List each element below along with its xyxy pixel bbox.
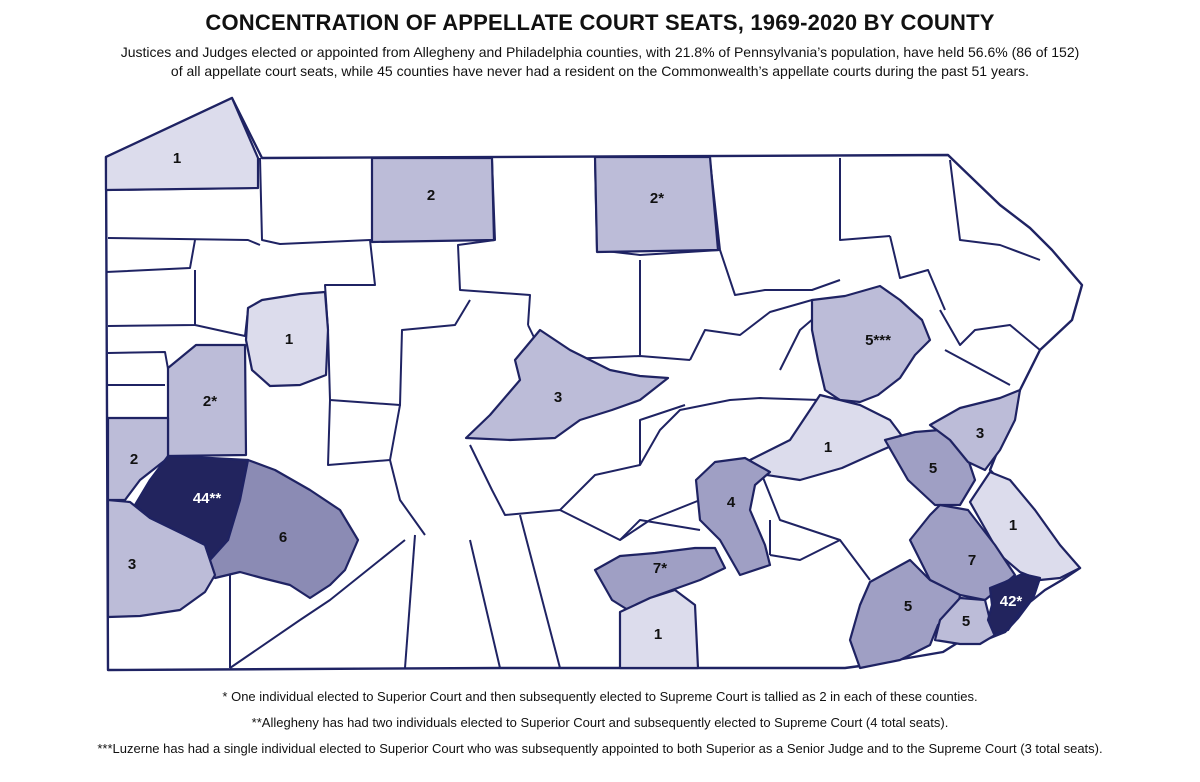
label-mckean: 2 <box>427 187 435 204</box>
label-erie: 1 <box>173 150 181 167</box>
label-northampton: 3 <box>976 425 984 442</box>
county-northampton <box>928 388 1022 472</box>
label-westmoreland: 6 <box>279 529 287 546</box>
county-delaware <box>933 596 997 646</box>
county-bucks <box>968 470 1082 582</box>
county-lackawanna <box>810 284 932 404</box>
label-schuylkill: 1 <box>824 439 832 456</box>
county-washington <box>106 498 217 619</box>
subtitle-line-2: of all appellate court seats, while 45 c… <box>170 63 1030 79</box>
county-chester <box>848 558 962 670</box>
label-montgomery: 7 <box>968 552 976 569</box>
label-chester: 5 <box>904 598 912 615</box>
label-lackawanna: 5*** <box>865 332 891 349</box>
label-centre: 3 <box>554 389 562 406</box>
county-tioga <box>593 155 720 254</box>
county-westmoreland <box>203 458 360 600</box>
label-allegheny: 44** <box>193 490 222 507</box>
footnote-single-asterisk: * One individual elected to Superior Cou… <box>222 689 978 704</box>
label-adams: 1 <box>654 626 662 643</box>
label-lawrence: 2* <box>203 393 217 410</box>
label-philadelphia: 42* <box>1000 593 1023 610</box>
label-venango: 1 <box>285 331 293 348</box>
label-bucks: 1 <box>1009 517 1017 534</box>
county-adams <box>618 588 700 670</box>
label-cumberland: 7* <box>653 560 667 577</box>
label-beaver: 2 <box>130 451 138 468</box>
footnote-double-asterisk: **Allegheny has had two individuals elec… <box>251 715 949 730</box>
label-washington: 3 <box>128 556 136 573</box>
label-tioga: 2* <box>650 190 664 207</box>
label-delaware: 5 <box>962 613 970 630</box>
county-lehigh <box>883 428 977 507</box>
label-lehigh: 5 <box>929 460 937 477</box>
label-dauphin: 4 <box>727 494 736 511</box>
county-centre <box>464 328 670 442</box>
subtitle-line-1: Justices and Judges elected or appointed… <box>120 44 1080 60</box>
footnote-triple-asterisk: ***Luzerne has had a single individual e… <box>97 741 1103 756</box>
county-dauphin <box>694 456 772 577</box>
county-erie <box>104 96 260 192</box>
county-mckean <box>370 156 496 244</box>
map-title: CONCENTRATION OF APPELLATE COURT SEATS, … <box>205 10 995 35</box>
county-venango <box>244 290 330 388</box>
county-philadelphia <box>986 572 1042 636</box>
